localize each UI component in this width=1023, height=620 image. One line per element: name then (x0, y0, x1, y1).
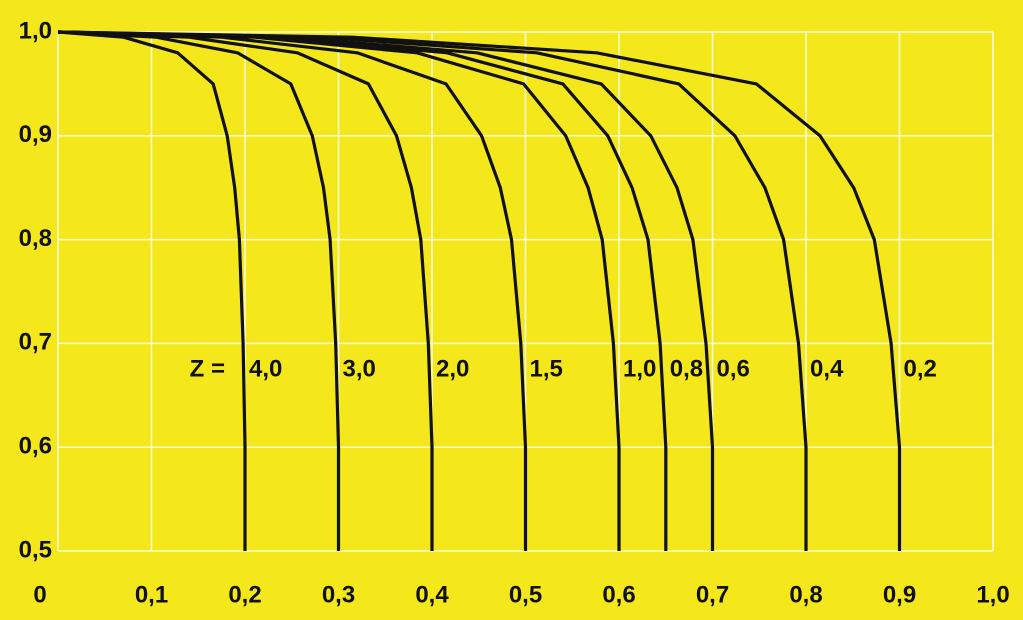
x-tick-label: 0,6 (602, 581, 635, 608)
x-tick-label: 0,2 (228, 581, 261, 608)
x-tick-label: 0,7 (696, 581, 729, 608)
series-label: 2,0 (436, 355, 469, 382)
curve (57, 30, 341, 551)
curve (57, 30, 808, 551)
series-label: 0,2 (904, 355, 937, 382)
x-tick-label: 0,3 (322, 581, 355, 608)
x-tick-label: 1,0 (976, 581, 1009, 608)
x-tick-label: 0 (33, 581, 46, 608)
curve (57, 30, 902, 551)
y-tick-label: 0,6 (19, 433, 52, 460)
series-label: 0,4 (810, 355, 844, 382)
curve (57, 30, 247, 551)
curve (57, 30, 621, 551)
y-tick-label: 0,7 (19, 329, 52, 356)
annotation: Z = (190, 355, 225, 382)
labels: 0 0,1 0,2 0,3 0,4 0,5 0,6 0,7 0,8 0,9 1,0 0,5 0,6 0,7… (19, 17, 1010, 608)
curve (57, 30, 668, 551)
series-label: 3,0 (343, 355, 376, 382)
series-label: 1,5 (530, 355, 563, 382)
series-label: 1,0 (623, 355, 656, 382)
y-tick-label: 0,5 (19, 536, 52, 563)
y-tick-label: 1,0 (19, 17, 52, 44)
x-tick-label: 0,4 (415, 581, 449, 608)
y-tick-label: 0,9 (19, 121, 52, 148)
series-label: 0,6 (717, 355, 750, 382)
series-label: 4,0 (249, 355, 282, 382)
curve (57, 30, 715, 551)
curve (57, 30, 528, 551)
plot (57, 30, 902, 551)
series-label: 0,8 (670, 355, 703, 382)
x-tick-label: 0,9 (883, 581, 916, 608)
curve (57, 30, 434, 551)
x-tick-label: 0,1 (135, 581, 168, 608)
x-tick-label: 0,8 (789, 581, 822, 608)
y-tick-label: 0,8 (19, 225, 52, 252)
x-tick-label: 0,5 (509, 581, 542, 608)
